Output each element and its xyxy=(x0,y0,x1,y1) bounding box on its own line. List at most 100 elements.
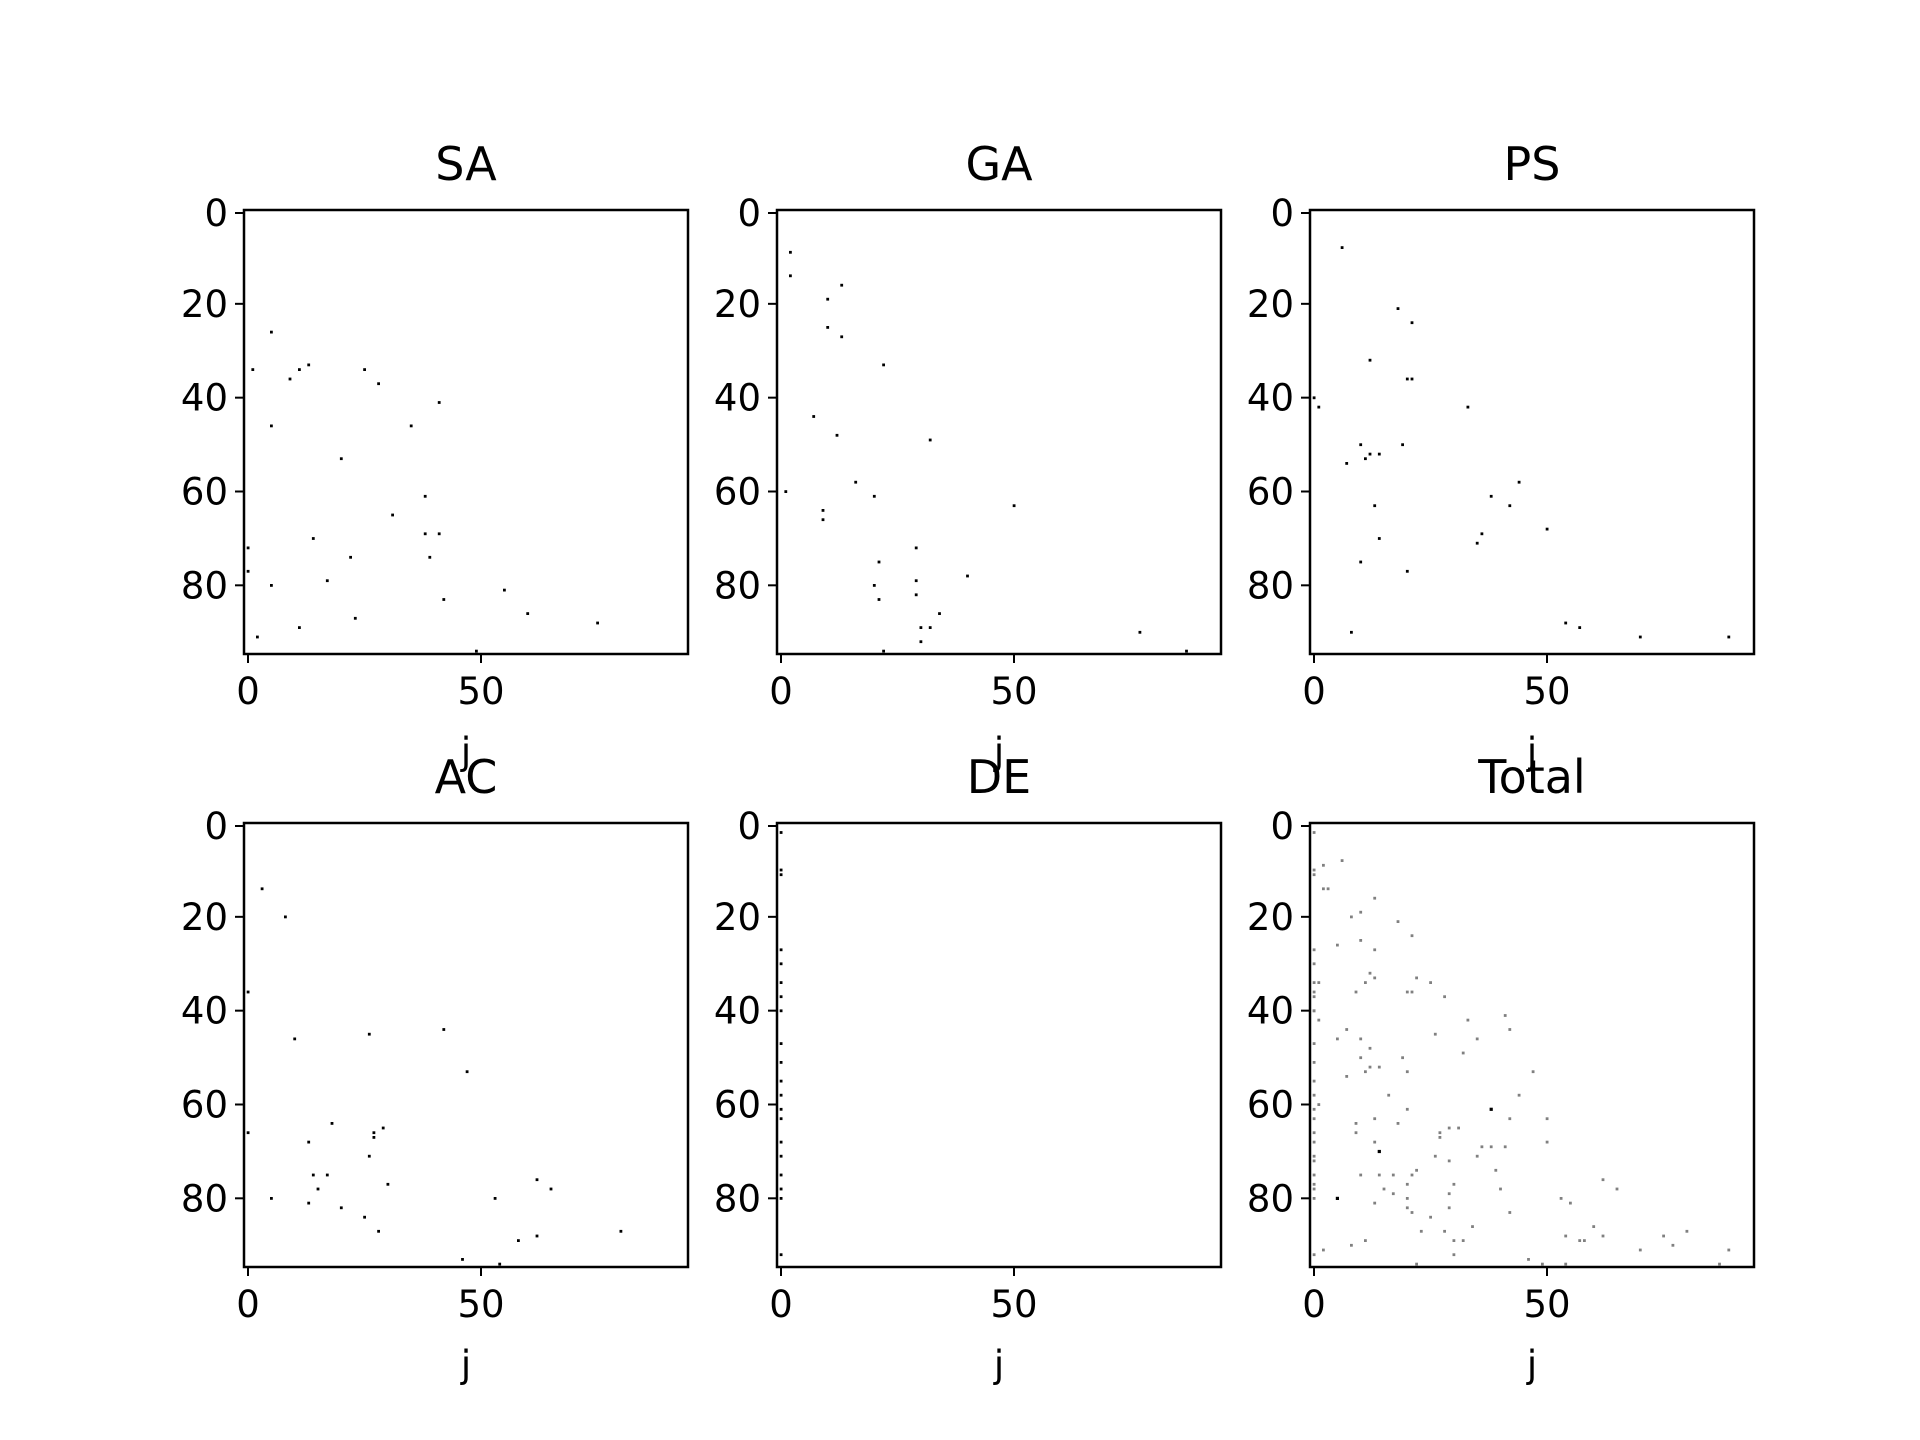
data-point xyxy=(1415,976,1418,980)
y-tick-label: 60 xyxy=(181,1083,228,1126)
data-point xyxy=(882,363,885,367)
data-point xyxy=(1345,1075,1349,1078)
data-point xyxy=(1405,1107,1409,1111)
data-point xyxy=(1466,405,1470,409)
data-point xyxy=(349,555,352,559)
data-point xyxy=(251,368,255,371)
data-point xyxy=(270,1197,273,1200)
data-point xyxy=(1377,1065,1381,1069)
x-tick-label: 0 xyxy=(236,670,260,713)
data-point xyxy=(298,368,301,371)
data-point xyxy=(1391,1173,1395,1177)
data-point xyxy=(256,635,259,639)
data-point xyxy=(1508,1211,1512,1214)
data-point xyxy=(1527,1258,1530,1261)
data-point xyxy=(517,1239,520,1242)
data-point xyxy=(779,1173,783,1177)
data-point xyxy=(423,532,427,536)
data-point xyxy=(1429,981,1432,984)
data-point xyxy=(1475,541,1479,545)
data-point xyxy=(914,593,918,597)
data-point xyxy=(840,283,844,287)
data-point xyxy=(877,598,881,601)
data-point xyxy=(1364,457,1367,461)
data-point xyxy=(821,509,825,512)
data-point xyxy=(784,490,788,493)
y-tick-label: 20 xyxy=(181,283,228,326)
data-point xyxy=(1312,1107,1316,1111)
data-point xyxy=(1359,1056,1363,1060)
data-point xyxy=(779,868,783,872)
data-point xyxy=(1564,1262,1568,1266)
data-point xyxy=(1471,1225,1474,1228)
y-tick-label: 20 xyxy=(714,283,761,326)
data-point xyxy=(246,569,250,573)
data-point xyxy=(493,1197,497,1200)
subplot-title: PS xyxy=(1504,137,1561,191)
axes-frame xyxy=(242,208,690,656)
data-point xyxy=(1480,1145,1484,1149)
data-point xyxy=(1312,873,1316,877)
data-point xyxy=(779,1009,783,1013)
subplot-total: Total 0 20 40 60 80 0 50 j xyxy=(1247,750,1756,1386)
data-point xyxy=(1438,1136,1442,1139)
data-point xyxy=(1373,504,1377,508)
subplot-title: DE xyxy=(967,750,1032,804)
data-point xyxy=(1415,1168,1418,1172)
data-point xyxy=(1312,1197,1316,1200)
data-point-strong xyxy=(1377,1149,1381,1154)
data-point xyxy=(1396,920,1400,923)
data-point xyxy=(1410,1211,1414,1214)
data-point-strong xyxy=(1489,1107,1493,1111)
data-point xyxy=(246,990,250,994)
data-point xyxy=(1396,1122,1400,1125)
data-point xyxy=(1564,1234,1568,1238)
subplot-title: GA xyxy=(965,137,1033,191)
data-point xyxy=(1475,1037,1479,1041)
data-point xyxy=(779,1140,783,1144)
y-tick-label: 60 xyxy=(181,470,228,513)
data-point xyxy=(293,1037,297,1041)
data-point xyxy=(1578,626,1582,629)
data-point xyxy=(1447,1206,1451,1210)
x-tick-label: 50 xyxy=(990,670,1037,713)
data-point xyxy=(1541,1262,1544,1266)
data-point xyxy=(1583,1239,1586,1242)
data-point xyxy=(1718,1262,1721,1266)
data-point xyxy=(1503,1145,1507,1149)
data-point xyxy=(1592,1225,1596,1228)
data-point xyxy=(779,873,783,877)
data-point xyxy=(1312,1154,1316,1158)
data-point xyxy=(381,1126,385,1130)
data-point xyxy=(288,377,292,381)
data-point xyxy=(1415,1262,1418,1266)
data-point xyxy=(1452,1182,1456,1186)
data-point xyxy=(1559,1197,1563,1200)
data-point xyxy=(1373,1140,1377,1144)
x-axis-label: j xyxy=(993,1343,1004,1386)
subplot-sa: SA 0 20 40 60 80 0 50 j xyxy=(181,137,690,773)
data-point xyxy=(779,948,783,952)
data-point xyxy=(1410,377,1414,381)
x-axis-label: j xyxy=(460,730,471,773)
data-point xyxy=(298,626,301,629)
data-point xyxy=(1401,443,1404,447)
data-point xyxy=(339,457,343,461)
data-point xyxy=(437,401,441,404)
data-point xyxy=(779,1079,783,1083)
data-point xyxy=(1373,948,1377,952)
y-tick-label: 0 xyxy=(737,805,761,848)
data-point xyxy=(1368,971,1372,975)
data-point xyxy=(1517,480,1521,484)
x-tick-label: 50 xyxy=(1523,670,1570,713)
y-tick-label: 40 xyxy=(181,990,228,1033)
data-point xyxy=(872,494,876,498)
y-tick-label: 0 xyxy=(204,192,228,235)
data-point xyxy=(498,1262,502,1266)
y-tick-label: 20 xyxy=(714,896,761,939)
data-point xyxy=(1494,1168,1498,1172)
data-point xyxy=(821,518,825,522)
data-point xyxy=(1405,1070,1409,1074)
data-point xyxy=(882,649,885,653)
data-point xyxy=(1410,1173,1414,1177)
